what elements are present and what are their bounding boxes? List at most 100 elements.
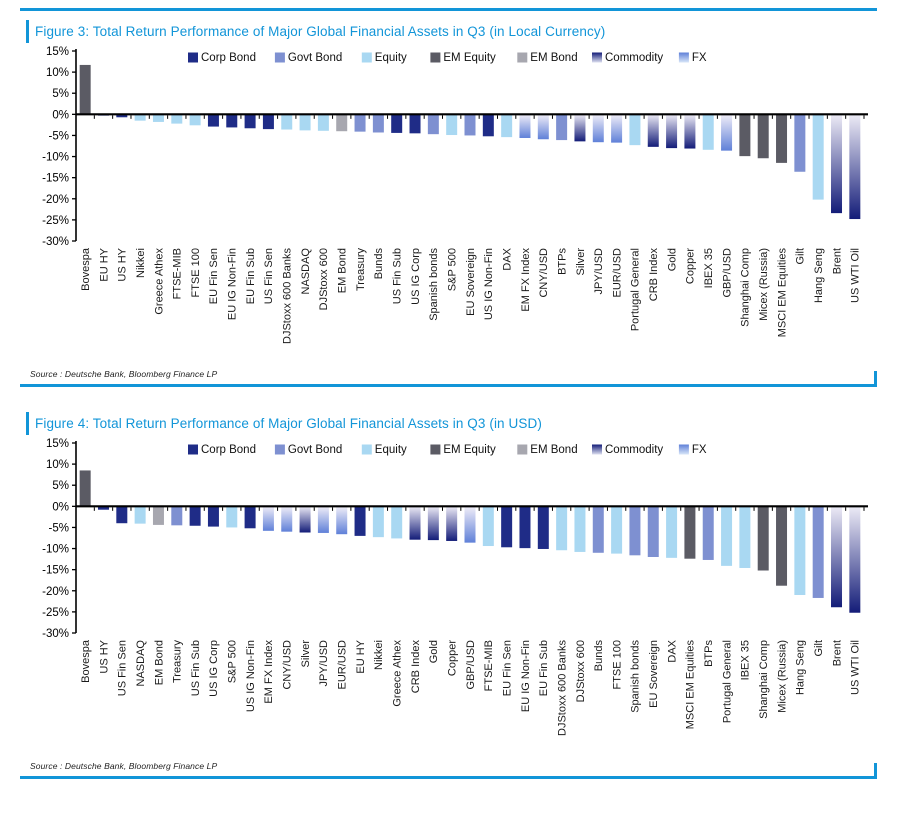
y-axis-tick-label: -20% [42, 586, 69, 598]
bar [501, 114, 513, 138]
legend-label: EM Bond [530, 444, 577, 456]
x-axis-label: MSCI EM Equities [685, 640, 697, 730]
bar [702, 506, 714, 560]
bar [391, 506, 403, 539]
bar [354, 114, 366, 132]
y-axis-tick-label: -30% [42, 628, 69, 640]
x-axis-label: GBP/USD [465, 640, 477, 690]
x-axis-label: Gold [666, 248, 678, 271]
x-axis-label: Treasury [355, 248, 367, 291]
y-axis-tick-label: 5% [52, 480, 69, 492]
legend-swatch-commodity [592, 52, 602, 63]
bar [299, 506, 311, 533]
y-axis-tick-label: -25% [42, 215, 69, 227]
x-axis-label: Hang Seng [813, 248, 825, 303]
bar [812, 114, 824, 200]
bar [849, 506, 861, 613]
x-axis-label: EU Sovereign [465, 248, 477, 316]
legend-swatch-em_bond [517, 52, 528, 63]
figure-3-chart-wrap: 15% 10% 5% 0% -5% -10% -15% -20% -25% -30% Bovespa… [22, 45, 877, 367]
legend-swatch-em_bond [517, 444, 528, 455]
bar [611, 114, 623, 143]
figure-3-title: Figure 3: Total Return Performance of Ma… [35, 24, 606, 39]
x-axis-label: US IG Corp [410, 248, 422, 305]
figure-4-chart-wrap: 15% 10% 5% 0% -5% -10% -15% -20% -25% -30% Bovespa… [22, 437, 877, 759]
bar [574, 506, 586, 552]
x-axis-label: DJStoxx 600 Banks [556, 640, 568, 736]
x-axis-label: DJStoxx 600 [575, 640, 587, 702]
x-axis-label: Greece Athex [153, 248, 165, 315]
bar [391, 114, 403, 133]
x-axis-label: Gilt [813, 640, 825, 657]
bar [629, 506, 641, 556]
bar [207, 114, 219, 127]
bar [556, 506, 568, 551]
legend-swatch-em_equity [430, 444, 441, 455]
legend-swatch-corp [188, 444, 198, 455]
x-axis-label: Copper [446, 640, 458, 676]
bar [116, 114, 128, 118]
x-axis-label: Spanish bonds [428, 248, 440, 321]
bar [519, 506, 531, 549]
bar [281, 114, 293, 130]
x-axis-label: Hang Seng [795, 640, 807, 695]
x-axis-label: US Fin Sub [391, 248, 403, 304]
x-axis-label: EU IG Non-Fin [227, 248, 239, 320]
bar [189, 506, 201, 526]
x-axis-label: BTPs [556, 248, 568, 275]
y-axis-tick-label: -10% [42, 544, 69, 556]
x-axis-label: US Fin Sen [263, 248, 275, 304]
bar [354, 506, 366, 536]
figure-3-local-currency: Figure 3: Total Return Performance of Ma… [20, 20, 877, 387]
bar [409, 114, 421, 134]
y-axis-tick-label: 0% [52, 501, 69, 513]
x-axis-label: EU IG Non-Fin [520, 640, 532, 712]
legend-label: FX [692, 444, 707, 456]
figure-3-source-note: Source : Deutsche Bank, Bloomberg Financ… [30, 369, 218, 379]
x-axis-label: NASDAQ [135, 640, 147, 687]
legend-label: EM Equity [443, 52, 496, 64]
x-axis-label: US Fin Sen [117, 640, 129, 696]
bar [409, 506, 421, 540]
x-axis-label: Greece Athex [391, 640, 403, 707]
x-axis-label: Bunds [373, 248, 385, 280]
bar [647, 114, 659, 147]
legend-label: Corp Bond [201, 52, 256, 64]
legend-label: Equity [375, 52, 407, 64]
x-axis-label: Brent [831, 248, 843, 274]
legend-label: Equity [375, 444, 407, 456]
bar [611, 506, 623, 554]
figure-4-title-row: Figure 4: Total Return Performance of Ma… [26, 412, 877, 435]
legend-label: EM Equity [443, 444, 496, 456]
y-axis-tick-label: -25% [42, 607, 69, 619]
bar [207, 506, 219, 527]
x-axis-label: JPY/USD [593, 248, 605, 295]
x-axis-label: Shanghai Comp [740, 248, 752, 327]
legend-swatch-govt [274, 444, 285, 455]
x-axis-label: Shanghai Comp [758, 640, 770, 719]
y-axis-tick-label: -10% [42, 152, 69, 164]
x-axis-label: JPY/USD [318, 640, 330, 687]
legend-swatch-commodity [592, 444, 602, 455]
y-axis-tick-label: -15% [42, 173, 69, 185]
bar [317, 506, 329, 533]
x-axis-label: CNY/USD [282, 640, 294, 690]
x-axis-label: EU HY [355, 639, 367, 673]
bar [831, 506, 843, 608]
figure-3-rule-riser [874, 371, 877, 384]
legend-label: Commodity [605, 444, 663, 456]
x-axis-label: FTSE 100 [190, 248, 202, 298]
x-axis-label: EU Sovereign [648, 640, 660, 708]
x-axis-label: EU Fin Sub [538, 640, 550, 696]
x-axis-label: Silver [575, 248, 587, 276]
x-axis-label: US WTI Oil [850, 640, 862, 695]
x-axis-label: Bovespa [80, 639, 92, 683]
figure-3-bottom-rule [20, 371, 877, 387]
bar [812, 506, 824, 598]
x-axis-label: EU HY [98, 247, 110, 281]
x-axis-label: US HY [98, 639, 110, 673]
figure-4-rule-riser [874, 763, 877, 776]
legend-label: FX [692, 52, 707, 64]
x-axis-label: US IG Non-Fin [483, 248, 495, 320]
bar [757, 506, 769, 571]
